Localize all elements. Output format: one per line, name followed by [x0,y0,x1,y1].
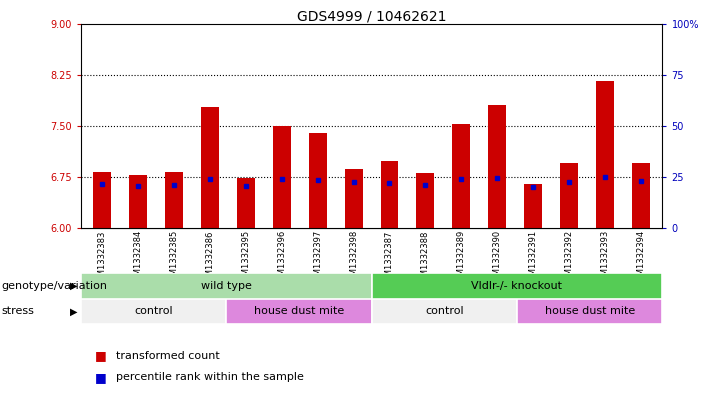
Text: GSM1332387: GSM1332387 [385,230,394,286]
Bar [416,173,435,228]
Text: Vldlr-/- knockout: Vldlr-/- knockout [472,281,562,291]
Text: GSM1332395: GSM1332395 [241,230,250,286]
Text: GSM1332397: GSM1332397 [313,230,322,286]
Text: GSM1332388: GSM1332388 [421,230,430,286]
Bar [452,125,470,228]
Text: ■: ■ [95,349,107,362]
Text: GSM1332386: GSM1332386 [205,230,215,286]
Text: ■: ■ [95,371,107,384]
Text: GSM1332394: GSM1332394 [637,230,646,286]
Text: GSM1332385: GSM1332385 [170,230,179,286]
Text: house dust mite: house dust mite [545,307,635,316]
Text: GSM1332398: GSM1332398 [349,230,358,286]
Text: genotype/variation: genotype/variation [1,281,107,291]
Text: percentile rank within the sample: percentile rank within the sample [116,372,304,382]
Text: GDS4999 / 10462621: GDS4999 / 10462621 [297,10,447,24]
Bar [372,299,517,324]
Bar [489,105,506,228]
Bar [345,169,362,228]
Bar [81,273,372,299]
Text: control: control [425,307,463,316]
Bar [517,299,662,324]
Bar [381,161,398,228]
Text: ▶: ▶ [69,307,77,316]
Bar [226,299,372,324]
Text: GSM1332389: GSM1332389 [457,230,466,286]
Text: control: control [134,307,172,316]
Text: GSM1332393: GSM1332393 [601,230,609,286]
Bar [596,81,614,228]
Text: wild type: wild type [200,281,252,291]
Bar [165,172,183,228]
Bar [632,163,650,228]
Bar [201,107,219,228]
Bar [372,273,662,299]
Bar [237,178,254,228]
Text: GSM1332390: GSM1332390 [493,230,502,286]
Bar [524,184,542,228]
Text: ▶: ▶ [69,281,77,291]
Bar [560,163,578,228]
Text: GSM1332383: GSM1332383 [97,230,107,286]
Text: GSM1332396: GSM1332396 [277,230,286,286]
Text: GSM1332391: GSM1332391 [529,230,538,286]
Text: stress: stress [1,307,34,316]
Bar [81,299,226,324]
Bar [129,175,147,228]
Text: house dust mite: house dust mite [254,307,344,316]
Bar [93,172,111,228]
Text: transformed count: transformed count [116,351,219,361]
Text: GSM1332384: GSM1332384 [134,230,142,286]
Text: GSM1332392: GSM1332392 [564,230,573,286]
Bar [273,126,291,228]
Bar [308,132,327,228]
